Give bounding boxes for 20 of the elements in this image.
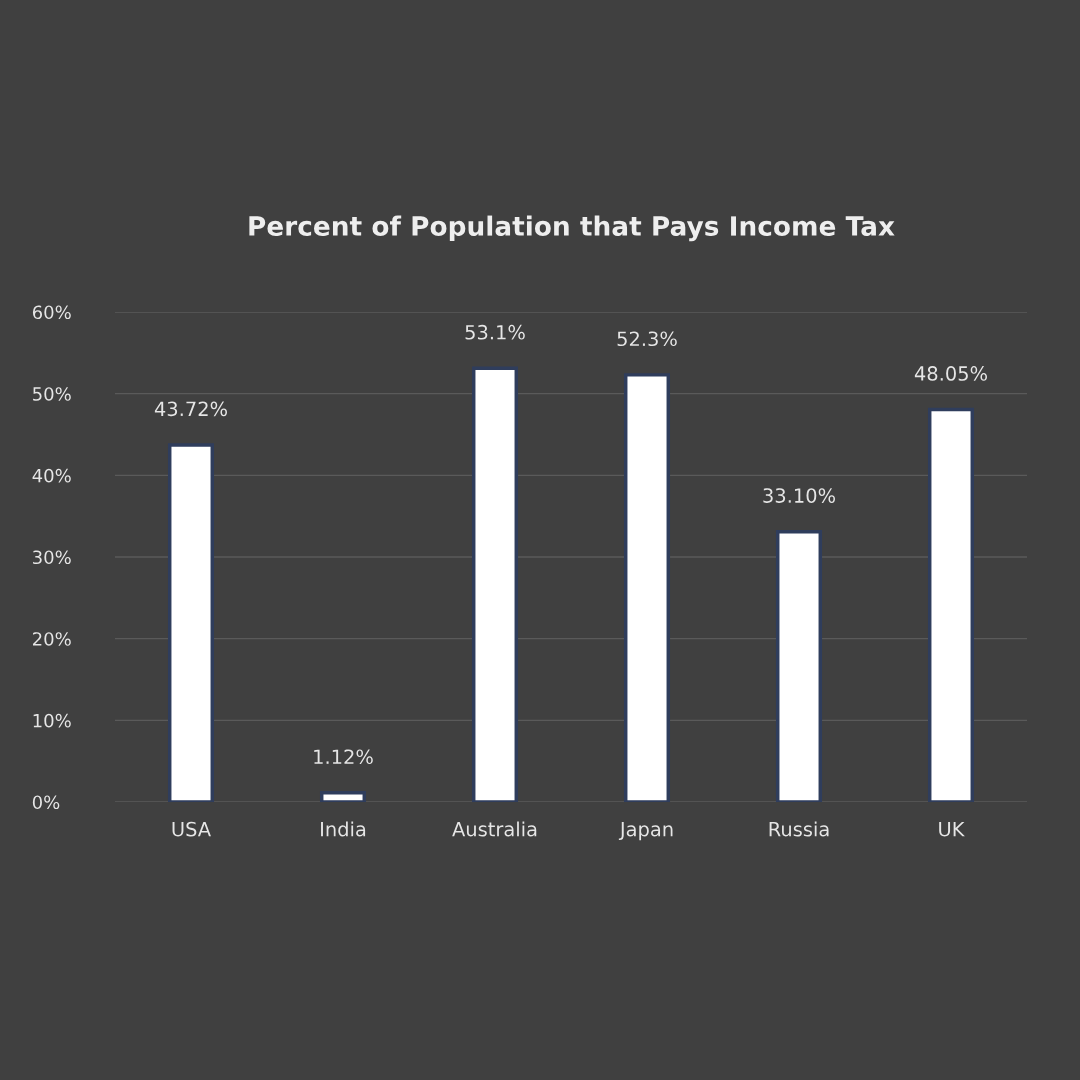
x-tick-label: Japan [618,822,673,841]
y-tick-label: 0% [32,795,60,810]
y-tick-label: 30% [33,550,71,565]
data-label: 43.72% [154,401,227,417]
x-tick-label: India [321,821,366,837]
y-tick-label: 60% [32,305,71,320]
x-tick-label: UK [939,822,965,837]
data-label: 48.05% [914,366,987,381]
y-tick-label: 10% [33,713,71,728]
y-tick-label: 20% [32,632,71,646]
x-tick-label: Australia [452,821,537,837]
x-tick-label: USA [172,821,211,837]
y-tick-label: 50% [33,387,71,401]
data-label: 33.10% [763,488,835,503]
data-label: 52.3% [617,331,677,347]
x-tick-label: Russia [769,821,829,837]
chart-title: Percent of Population that Pays Income Tax [249,215,895,242]
data-label: 1.12% [314,749,373,765]
y-tick-label: 40% [32,468,71,483]
data-label: 53.1% [465,324,525,340]
